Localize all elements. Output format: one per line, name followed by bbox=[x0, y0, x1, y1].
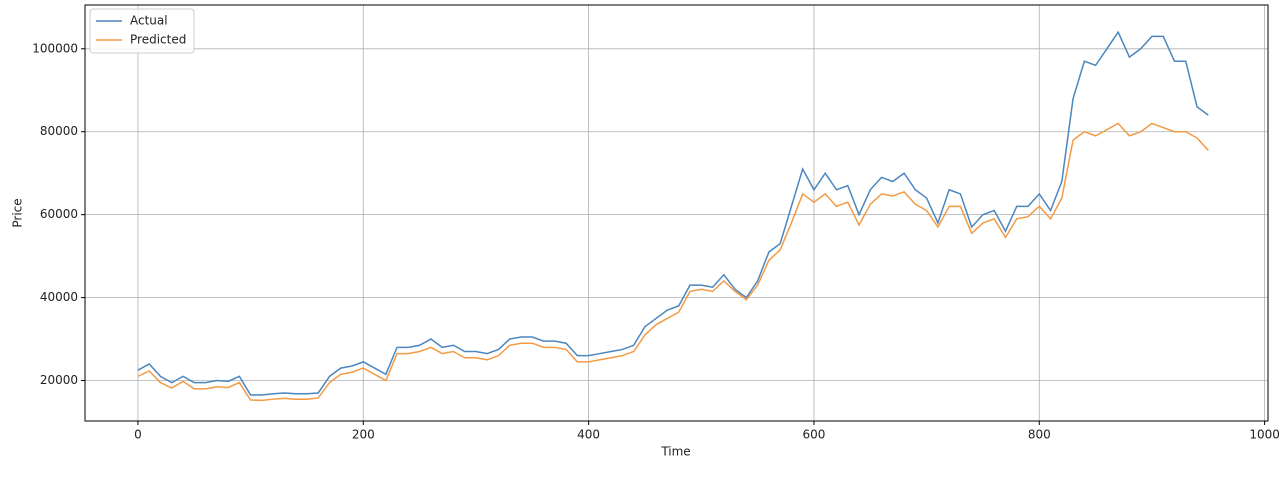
legend-label: Predicted bbox=[130, 33, 186, 47]
legend-label: Actual bbox=[130, 14, 168, 28]
data-line bbox=[137, 30, 1209, 396]
legend-box bbox=[89, 8, 195, 54]
x-tick-label: 400 bbox=[577, 428, 600, 442]
x-axis-label: Time bbox=[660, 445, 690, 459]
x-tick-label: 600 bbox=[803, 428, 826, 442]
x-tick-label: 1000 bbox=[1249, 428, 1280, 442]
y-tick-label: 100000 bbox=[32, 41, 78, 55]
y-tick-label: 20000 bbox=[40, 373, 78, 387]
x-tick-label: 200 bbox=[352, 428, 375, 442]
plot-frame bbox=[84, 4, 1269, 422]
y-tick-label: 60000 bbox=[40, 207, 78, 221]
data-line bbox=[137, 122, 1209, 402]
x-tick-label: 0 bbox=[134, 428, 142, 442]
y-tick-label: 80000 bbox=[40, 124, 78, 138]
y-tick-label: 40000 bbox=[40, 290, 78, 304]
y-axis-label: Price bbox=[11, 198, 25, 227]
x-tick-label: 800 bbox=[1028, 428, 1051, 442]
